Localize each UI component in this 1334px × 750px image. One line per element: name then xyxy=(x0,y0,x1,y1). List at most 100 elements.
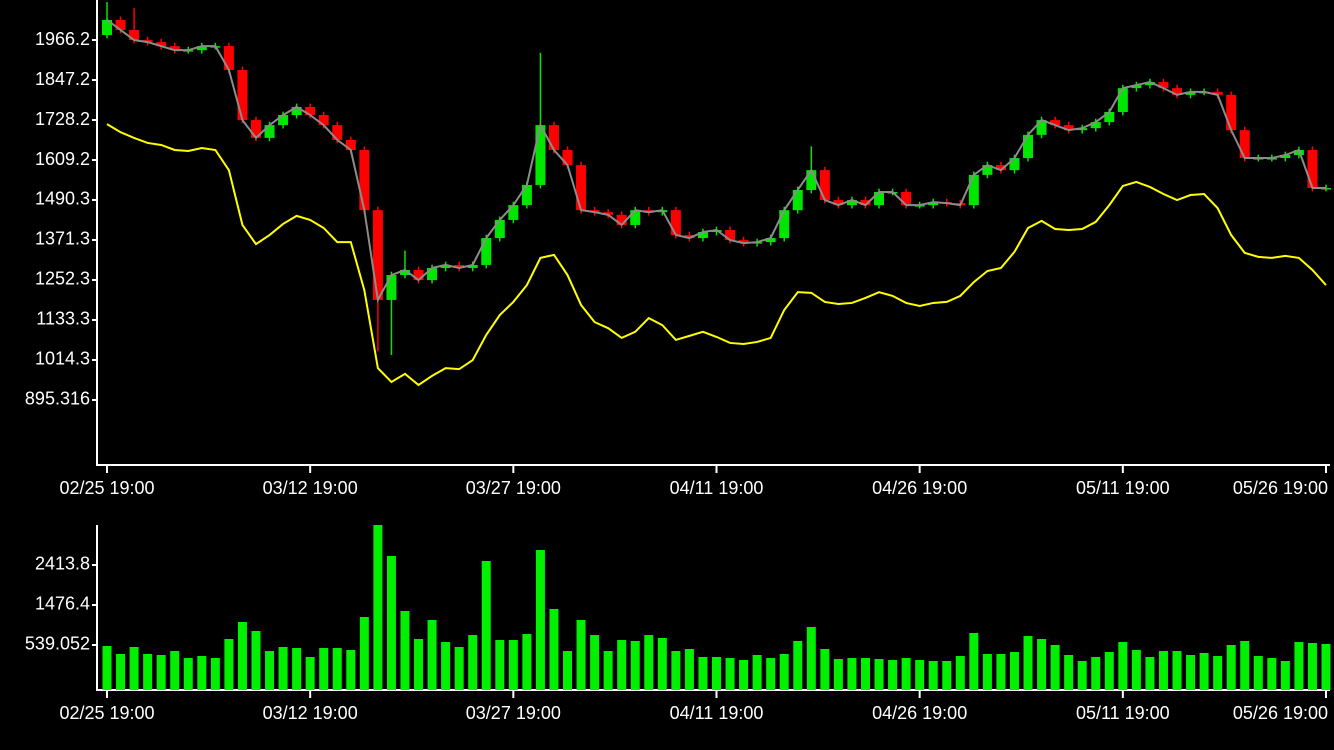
volume-bar xyxy=(346,649,356,690)
y-tick-label: 895.316 xyxy=(25,389,90,409)
x-tick-label: 02/25 19:00 xyxy=(59,478,154,498)
volume-bar xyxy=(1321,643,1331,690)
candle-body xyxy=(156,42,167,47)
volume-bar xyxy=(712,656,721,690)
volume-bar xyxy=(102,645,112,690)
candle-body xyxy=(846,200,857,206)
candle-body xyxy=(562,149,573,166)
candle-body xyxy=(1131,85,1142,89)
y-tick-label: 1966.2 xyxy=(35,29,90,49)
candle-body xyxy=(1009,158,1020,171)
volume-bar xyxy=(955,656,965,690)
volume-bar xyxy=(522,633,532,690)
candle-body xyxy=(1158,82,1169,89)
candle-body xyxy=(874,192,885,206)
volume-bar xyxy=(563,651,573,690)
x-tick-label: 04/26 19:00 xyxy=(872,478,967,498)
volume-bar xyxy=(684,649,694,690)
volume-bar xyxy=(359,617,369,690)
volume-bar xyxy=(386,555,396,690)
volume-bar xyxy=(874,658,884,690)
volume-bar xyxy=(1280,661,1290,690)
volume-bar xyxy=(535,550,545,690)
volume-bar xyxy=(1118,642,1128,690)
candle-body xyxy=(1185,91,1196,95)
y-tick-label: 1476.4 xyxy=(35,594,90,614)
volume-bar xyxy=(468,635,478,690)
volume-bar xyxy=(454,647,464,690)
x-tick-label: 02/25 19:00 xyxy=(59,703,154,723)
candle-body xyxy=(1226,94,1237,131)
volume-bar xyxy=(806,626,816,690)
volume-bar xyxy=(129,647,139,690)
candle-body xyxy=(413,269,424,281)
volume-bar xyxy=(441,642,451,690)
close-line xyxy=(106,19,1326,304)
volume-bar xyxy=(251,631,261,690)
volume-bar xyxy=(1199,652,1209,690)
x-tick-label: 03/12 19:00 xyxy=(263,703,358,723)
volume-bar xyxy=(332,647,342,690)
volume-bar xyxy=(739,659,749,690)
volume-bar xyxy=(1213,656,1223,690)
candle-body xyxy=(169,46,180,51)
candle-body xyxy=(494,219,505,239)
x-tick-label: 03/27 19:00 xyxy=(466,703,561,723)
volume-bar xyxy=(1050,644,1060,690)
volume-bar xyxy=(1253,656,1263,690)
candle-body xyxy=(928,202,939,206)
candle-body xyxy=(792,189,803,211)
volume-bar xyxy=(1307,642,1317,690)
candle-body xyxy=(237,69,248,121)
volume-bar xyxy=(630,640,640,690)
volume-bar xyxy=(373,525,383,690)
volume-bar xyxy=(400,610,410,690)
volume-bar xyxy=(1294,642,1304,690)
candle-body xyxy=(968,174,979,206)
volume-bar xyxy=(170,651,180,690)
volume-bar xyxy=(996,654,1006,690)
candle-body xyxy=(1036,120,1047,135)
volume-bar xyxy=(549,608,559,690)
x-tick-label: 04/11 19:00 xyxy=(670,478,764,498)
y-tick-label: 1014.3 xyxy=(35,349,90,369)
volume-bar xyxy=(1064,654,1074,690)
candle-body xyxy=(102,19,112,36)
volume-bar xyxy=(698,656,708,690)
candle-body xyxy=(278,115,289,126)
candle-body xyxy=(508,205,519,220)
candle-body xyxy=(359,149,370,211)
candle-body xyxy=(901,192,912,206)
volume-bar xyxy=(427,619,437,690)
candle-body xyxy=(332,125,343,140)
volume-bar xyxy=(1240,640,1250,690)
volume-bar xyxy=(1091,656,1101,690)
volume-bar xyxy=(969,633,979,690)
volume-bar xyxy=(1145,656,1155,690)
x-tick-label: 04/26 19:00 xyxy=(872,703,967,723)
volume-bar xyxy=(590,635,600,690)
volume-bar xyxy=(319,647,329,690)
candle-body xyxy=(1023,134,1034,159)
candle-body xyxy=(427,267,438,281)
volume-bar xyxy=(143,654,153,690)
volume-bar xyxy=(833,658,843,690)
candle-body xyxy=(264,125,275,138)
volume-bar xyxy=(603,651,613,690)
candle-body xyxy=(1280,155,1291,159)
volume-bar xyxy=(671,651,681,690)
volume-bar xyxy=(1267,658,1277,690)
volume-bar xyxy=(1131,649,1141,690)
candle-body xyxy=(1307,149,1318,188)
candle-body xyxy=(670,210,681,236)
candle-body xyxy=(630,210,641,225)
volume-bar xyxy=(915,659,925,690)
candle-body xyxy=(684,235,695,239)
volume-bar xyxy=(928,661,938,690)
volume-bar xyxy=(414,638,424,690)
volume-bar xyxy=(1158,651,1168,690)
candle-body xyxy=(725,229,736,241)
candle-body xyxy=(372,210,383,300)
x-tick-label: 03/27 19:00 xyxy=(466,478,561,498)
candle-body xyxy=(738,240,749,244)
